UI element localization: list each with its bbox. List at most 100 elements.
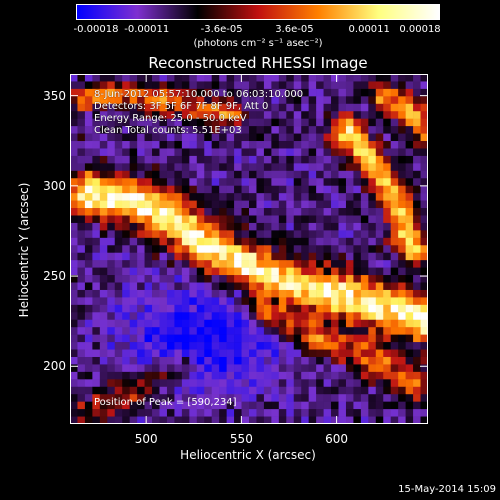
heatmap-cell xyxy=(368,133,377,142)
heatmap-cell xyxy=(308,394,317,402)
heatmap-cell xyxy=(189,394,198,402)
heatmap-cell xyxy=(241,103,250,112)
heatmap-cell xyxy=(152,416,160,424)
heatmap-cell xyxy=(398,289,406,298)
heatmap-cell xyxy=(331,275,339,283)
heatmap-cell xyxy=(263,74,272,82)
heatmap-cell xyxy=(174,364,183,373)
heatmap-cell xyxy=(323,252,332,261)
heatmap-cell xyxy=(293,133,302,142)
heatmap-cell xyxy=(271,282,280,291)
heatmap-cell xyxy=(293,215,302,224)
heatmap-cell xyxy=(99,103,108,112)
heatmap-cell xyxy=(159,289,168,298)
heatmap-cell xyxy=(323,208,332,216)
heatmap-cell xyxy=(398,237,406,246)
heatmap-cell xyxy=(181,230,190,239)
heatmap-cell xyxy=(174,282,183,291)
heatmap-cell xyxy=(420,282,428,291)
heatmap-cell xyxy=(316,208,324,216)
heatmap-cell xyxy=(77,193,86,201)
heatmap-cell xyxy=(226,74,235,82)
heatmap-cell xyxy=(256,148,265,157)
heatmap-cell xyxy=(420,245,428,254)
heatmap-cell xyxy=(420,133,428,142)
heatmap-cell xyxy=(189,230,198,239)
heatmap-cell xyxy=(390,371,399,380)
heatmap-cell xyxy=(129,312,138,321)
heatmap-cell xyxy=(345,230,354,239)
heatmap-cell xyxy=(196,327,205,335)
heatmap-cell xyxy=(92,356,101,365)
heatmap-cell xyxy=(263,245,272,254)
heatmap-cell xyxy=(241,126,250,134)
heatmap-cell xyxy=(360,170,369,179)
heatmap-cell xyxy=(331,327,339,335)
heatmap-cell xyxy=(144,81,153,90)
heatmap-cell xyxy=(137,245,145,254)
heatmap-cell xyxy=(249,260,257,268)
heatmap-cell xyxy=(368,282,377,291)
heatmap-cell xyxy=(256,185,265,194)
heatmap-cell xyxy=(70,394,78,402)
heatmap-cell xyxy=(211,282,220,291)
heatmap-cell xyxy=(234,379,242,388)
heatmap-cell xyxy=(241,327,250,335)
heatmap-cell xyxy=(196,275,205,283)
heatmap-cell xyxy=(174,178,183,187)
heatmap-cell xyxy=(278,148,287,157)
heatmap-cell xyxy=(256,267,265,276)
heatmap-cell xyxy=(196,304,205,313)
heatmap-cell xyxy=(316,379,324,388)
heatmap-cell xyxy=(107,312,116,321)
heatmap-cell xyxy=(323,327,332,335)
heatmap-cell xyxy=(338,409,347,417)
heatmap-cell xyxy=(241,155,250,164)
heatmap-cell xyxy=(107,103,116,112)
heatmap-cell xyxy=(249,200,257,209)
heatmap-cell xyxy=(293,334,302,343)
heatmap-cell xyxy=(301,141,309,149)
heatmap-cell xyxy=(84,409,93,417)
heatmap-cell xyxy=(84,215,93,224)
heatmap-cell xyxy=(204,185,213,194)
heatmap-cell xyxy=(420,208,428,216)
heatmap-cell xyxy=(152,230,160,239)
heatmap-cell xyxy=(144,230,153,239)
heatmap-cell xyxy=(301,275,309,283)
heatmap-cell xyxy=(413,297,421,306)
heatmap-cell xyxy=(420,401,428,410)
heatmap-cell xyxy=(271,304,280,313)
heatmap-cell xyxy=(256,170,265,179)
heatmap-cell xyxy=(92,185,101,194)
heatmap-cell xyxy=(152,111,160,119)
heatmap-cell xyxy=(196,208,205,216)
heatmap-cell xyxy=(405,126,414,134)
heatmap-cell xyxy=(323,356,332,365)
heatmap-cell xyxy=(413,81,421,90)
heatmap-cell xyxy=(174,163,183,172)
heatmap-cell xyxy=(114,342,123,350)
y-tick-label: 300 xyxy=(43,178,66,193)
heatmap-cell xyxy=(338,260,347,268)
heatmap-cell xyxy=(316,364,324,373)
heatmap-cell xyxy=(413,88,421,97)
heatmap-cell xyxy=(338,74,347,82)
heatmap-cell xyxy=(345,267,354,276)
heatmap-cell xyxy=(301,96,309,105)
heatmap-cell xyxy=(263,349,272,358)
heatmap-cell xyxy=(70,349,78,358)
heatmap-cell xyxy=(249,304,257,313)
heatmap-cell xyxy=(338,245,347,254)
heatmap-cell xyxy=(152,371,160,380)
heatmap-cell xyxy=(345,327,354,335)
heatmap-cell xyxy=(375,200,384,209)
heatmap-cell xyxy=(338,111,347,119)
heatmap-cell xyxy=(166,193,175,201)
heatmap-cell xyxy=(152,342,160,350)
heatmap-cell xyxy=(114,409,123,417)
heatmap-cell xyxy=(405,148,414,157)
heatmap-cell xyxy=(92,364,101,373)
heatmap-cell xyxy=(383,208,392,216)
heatmap-cell xyxy=(316,245,324,254)
